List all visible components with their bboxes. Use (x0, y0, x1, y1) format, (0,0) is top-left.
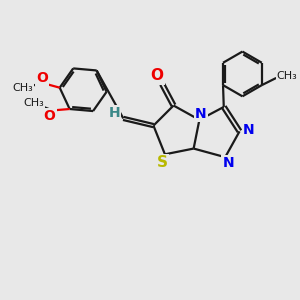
Text: N: N (222, 157, 234, 170)
Text: CH₃: CH₃ (277, 71, 297, 81)
Text: N: N (195, 106, 207, 121)
Text: CH₃: CH₃ (13, 83, 33, 93)
Text: CH₃: CH₃ (23, 98, 44, 108)
Text: O: O (44, 109, 56, 123)
Text: O: O (150, 68, 164, 83)
Text: O: O (36, 71, 48, 85)
Text: S: S (157, 155, 168, 170)
Text: N: N (243, 123, 255, 137)
Text: H: H (108, 106, 120, 120)
